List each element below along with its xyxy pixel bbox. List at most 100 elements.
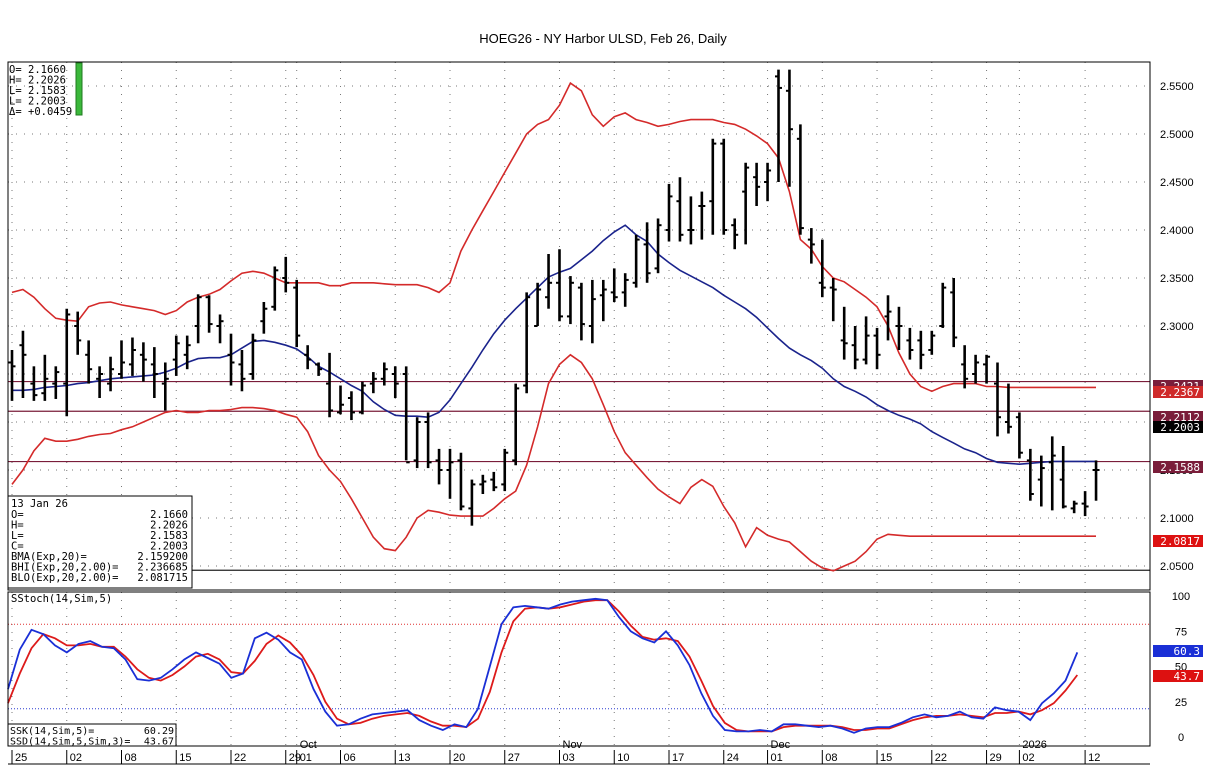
ohlc-bar — [249, 333, 257, 380]
ohlc-bar — [490, 471, 498, 492]
ohlc-bar — [118, 340, 125, 379]
ssk-line — [7, 597, 1079, 734]
ohlc-bar — [676, 177, 684, 242]
ohlc-bar — [873, 327, 881, 370]
ohlc-bar — [588, 279, 596, 344]
price-marker-box — [1153, 421, 1203, 433]
ohlc-label: L= — [9, 85, 22, 97]
date-tick-label: 29 — [289, 752, 301, 764]
price-tick-label: 2.1000 — [1160, 513, 1194, 525]
ohlc-bar — [205, 295, 213, 333]
price-marker-label: 2.0817 — [1160, 535, 1200, 548]
stoch-tick-label: 0 — [1178, 732, 1184, 744]
ohlc-bar — [347, 391, 355, 421]
ohlc-bar — [501, 448, 509, 492]
stoch-panel-frame — [7, 591, 1151, 747]
ohlc-bar — [19, 330, 27, 398]
stoch-marker-box — [1153, 645, 1203, 657]
ohlc-bar — [424, 412, 432, 469]
stoch-info-value: 43.67 — [144, 737, 174, 748]
ohlc-bar — [293, 279, 301, 348]
stoch-marker-box — [1153, 670, 1203, 682]
ohlc-bar — [1070, 500, 1078, 514]
price-marker: 2.2003 — [1153, 421, 1203, 434]
ohlc-bar — [512, 383, 520, 466]
info-value: 2.1583 — [150, 530, 188, 542]
info-label: H= — [11, 520, 24, 532]
ohlc-bar — [862, 316, 870, 365]
ohlc-bar — [457, 452, 465, 511]
price-marker-label: 2.2003 — [1160, 421, 1200, 434]
stoch-info-label: SSK(14,Sim,5)= — [10, 726, 94, 737]
ohlc-bar — [446, 448, 454, 499]
ohlc-label: L= — [9, 96, 22, 108]
ohlc-bar — [150, 347, 158, 398]
bollinger-bands — [11, 81, 1096, 572]
ohlc-bar — [599, 279, 607, 322]
ohlc-bars — [8, 69, 1100, 526]
ohlc-bar — [128, 337, 136, 376]
price-tick-label: 2.0500 — [1160, 561, 1194, 573]
ohlc-bar — [1059, 446, 1067, 509]
stoch-tick-label: 100 — [1172, 591, 1190, 603]
ohlc-bar — [107, 356, 115, 392]
ohlc-bar — [304, 345, 312, 370]
date-tick-label: 08 — [125, 752, 137, 764]
price-tick-label: 2.3500 — [1160, 273, 1194, 285]
stoch-marker: 43.7 — [1153, 670, 1203, 683]
ohlc-bar — [468, 479, 476, 526]
horizontal-price-lines — [8, 380, 1150, 571]
ohlc-bar — [621, 273, 629, 307]
date-tick-label: 02 — [1022, 752, 1034, 764]
stoch-marker-label: 60.3 — [1174, 645, 1201, 658]
ohlc-bar — [632, 234, 640, 288]
ohlc-bar — [818, 239, 826, 298]
ohlc-value: 2.1583 — [28, 85, 66, 97]
ohlc-bar — [566, 276, 574, 325]
ohlc-bar — [337, 385, 344, 415]
info-label: L= — [11, 530, 24, 542]
ohlc-bar — [216, 314, 224, 344]
info-label: C= — [11, 541, 24, 553]
ohlc-bar — [665, 183, 673, 242]
price-markers: 2.24212.23672.21122.20032.15882.081760.3… — [1153, 380, 1203, 683]
price-marker: 2.2112 — [1153, 411, 1203, 424]
ohlc-bar — [764, 162, 772, 202]
ohlc-bar — [829, 278, 837, 322]
price-marker-box — [1153, 411, 1203, 423]
bollinger-upper-line — [11, 81, 1096, 393]
stoch-marker: 60.3 — [1153, 645, 1203, 658]
ohlc-bar — [358, 381, 366, 415]
ohlc-bar — [523, 292, 531, 394]
date-tick-label: 12 — [1088, 752, 1100, 764]
info-value: 2.1660 — [150, 509, 188, 521]
stoch-title: SStoch(14,Sim,5) — [11, 593, 112, 605]
date-tick-label: 24 — [727, 752, 739, 764]
price-marker: 2.0817 — [1153, 535, 1203, 548]
ohlc-label: O= — [9, 64, 22, 76]
date-tick-label: 22 — [935, 752, 947, 764]
ohlc-label: Δ= — [9, 106, 22, 118]
ohlc-bar — [315, 362, 323, 376]
ohlc-bar — [1092, 460, 1100, 501]
info-label: BLO(Exp,20,2.00)= — [11, 572, 118, 584]
ohlc-bar — [1048, 436, 1056, 511]
ohlc-bar — [643, 222, 651, 283]
ohlc-bar — [775, 69, 782, 182]
price-tick-label: 2.4500 — [1160, 177, 1194, 189]
ohlc-bar — [380, 362, 388, 386]
chart-title: HOEG26 - NY Harbor ULSD, Feb 26, Daily — [479, 31, 727, 46]
date-tick-label: 25 — [15, 752, 27, 764]
date-tick-label: 29 — [990, 752, 1002, 764]
month-label: Dec — [771, 739, 791, 751]
price-tick-label: 2.4000 — [1160, 225, 1194, 237]
ohlc-bar — [720, 138, 728, 235]
ohlc-bar — [654, 218, 662, 274]
stoch-tick-label: 25 — [1175, 697, 1187, 709]
date-tick-label: 08 — [825, 752, 837, 764]
ohlc-bar — [271, 266, 279, 311]
ohlc-bar — [545, 254, 553, 309]
ohlc-bar — [807, 228, 815, 264]
stoch-info-box — [7, 723, 177, 747]
